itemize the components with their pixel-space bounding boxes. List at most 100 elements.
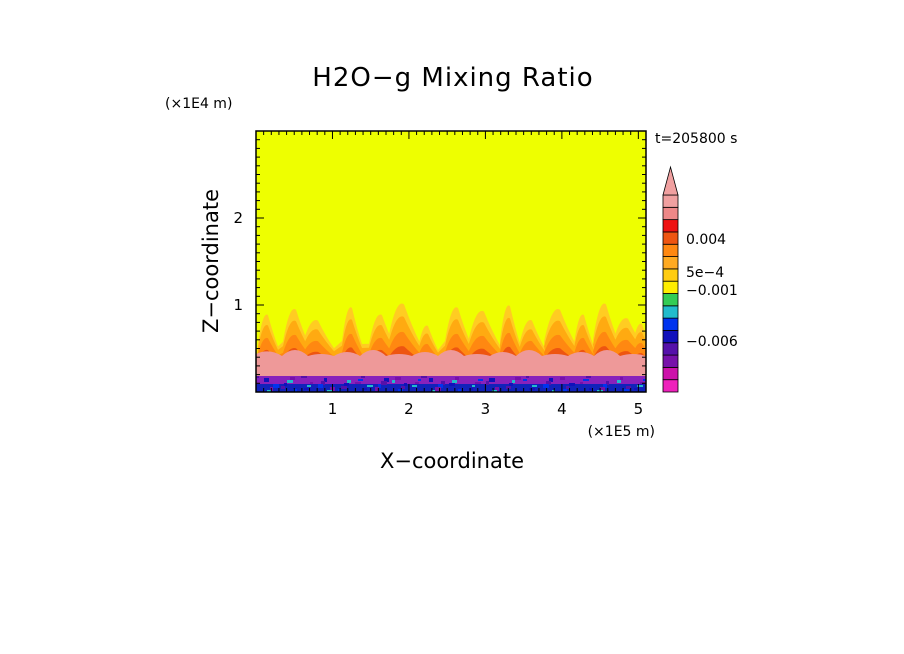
surface-cell [290,377,295,380]
surface-cell [492,390,497,392]
surface-cell [327,390,333,392]
surface-cell [472,385,475,387]
surface-cell [401,386,405,389]
colorbar-segment [662,206,679,221]
surface-cell [321,381,325,385]
surface-cell [634,388,637,390]
surface-cell [569,383,575,386]
surface-pink-band [256,365,646,377]
colorbar-segment [662,293,679,307]
surface-cell [606,381,609,385]
surface-cell [429,378,433,382]
colorbar-segment [662,280,679,294]
surface-cell [344,383,349,386]
surface-cell [449,383,455,386]
y-unit-label: (×1E4 m) [165,96,232,112]
surface-cell [287,380,293,383]
y-tick-labels: 12 [233,209,243,314]
surface-cell [560,377,565,380]
surface-cell [626,386,631,389]
surface-cell [458,389,461,392]
surface-blue-band [256,384,646,392]
colorbar-tick-label: 0.004 [686,232,726,248]
y-axis-title: Z−coordinate [199,189,223,333]
surface-cell [529,388,535,390]
surface-cell [318,384,323,388]
surface-cell [310,382,313,384]
surface-cell [552,390,555,392]
surface-cell [367,385,373,387]
colorbar [662,165,679,393]
surface-cell [489,378,495,382]
surface-cell [512,380,515,383]
surface-cell [398,389,403,392]
y-tick-label: 1 [233,296,243,314]
surface-cell [395,377,401,380]
plot-area [256,131,646,392]
surface-cell [304,388,309,390]
colorbar-segment [662,366,679,381]
surface-cell [355,382,361,384]
surface-cell [404,383,407,386]
colorbar-segment [662,330,679,344]
colorbar-segment [662,243,679,257]
surface-cell [583,379,589,381]
colorbar-segment [662,231,679,245]
surface-cell [523,379,527,381]
surface-cell [338,389,341,392]
surface-cell [267,390,271,392]
x-tick-labels: 1 2 3 4 5 [328,400,643,418]
colorbar-segment [662,194,679,208]
surface-cell [435,387,441,391]
surface-cell [526,376,529,378]
surface-cell [293,389,297,392]
surface-cell [273,384,279,388]
x-tick-label: 5 [634,400,644,418]
colorbar-segment [662,268,679,282]
surface-cell [256,376,259,378]
surface-cell [515,377,521,380]
surface-cell [324,378,327,382]
surface-layer [256,365,646,392]
surface-cell [617,380,621,383]
x-axis-title: X−coordinate [380,449,524,473]
surface-cell [506,386,511,389]
surface-cell [415,382,419,384]
x-tick-label: 3 [481,400,491,418]
surface-cell [600,387,605,391]
surface-cell [566,386,569,389]
surface-cell [563,389,567,392]
surface-cell [284,383,287,386]
y-tick-label: 2 [233,209,243,227]
surface-cell [549,378,553,382]
surface-cell [341,386,347,389]
x-tick-label: 2 [404,400,414,418]
surface-cell [364,388,367,390]
time-label: t=205800 s [655,131,737,147]
surface-cell [301,376,307,378]
surface-cell [586,376,591,378]
colorbar-segment [662,317,679,331]
colorbar-tick-label: −0.001 [686,283,738,299]
colorbar-segment [662,305,679,319]
surface-cell [455,377,459,380]
surface-cell [281,386,285,389]
surface-cell [438,384,443,388]
surface-cell [478,379,483,381]
surface-cell [392,380,395,383]
surface-cell [580,382,583,384]
surface-cell [361,376,365,378]
surface-cell [603,384,607,388]
colorbar-extend-arrow [662,165,679,196]
colorbar-segment [662,379,679,393]
surface-cell [546,381,551,385]
surface-cell [358,379,363,381]
surface-cell [637,385,643,387]
surface-cell [418,379,421,381]
surface-cell [264,378,269,382]
surface-cell [421,376,427,378]
surface-cell [509,383,513,386]
surface-cell [347,380,351,383]
surface-cell [495,387,499,391]
